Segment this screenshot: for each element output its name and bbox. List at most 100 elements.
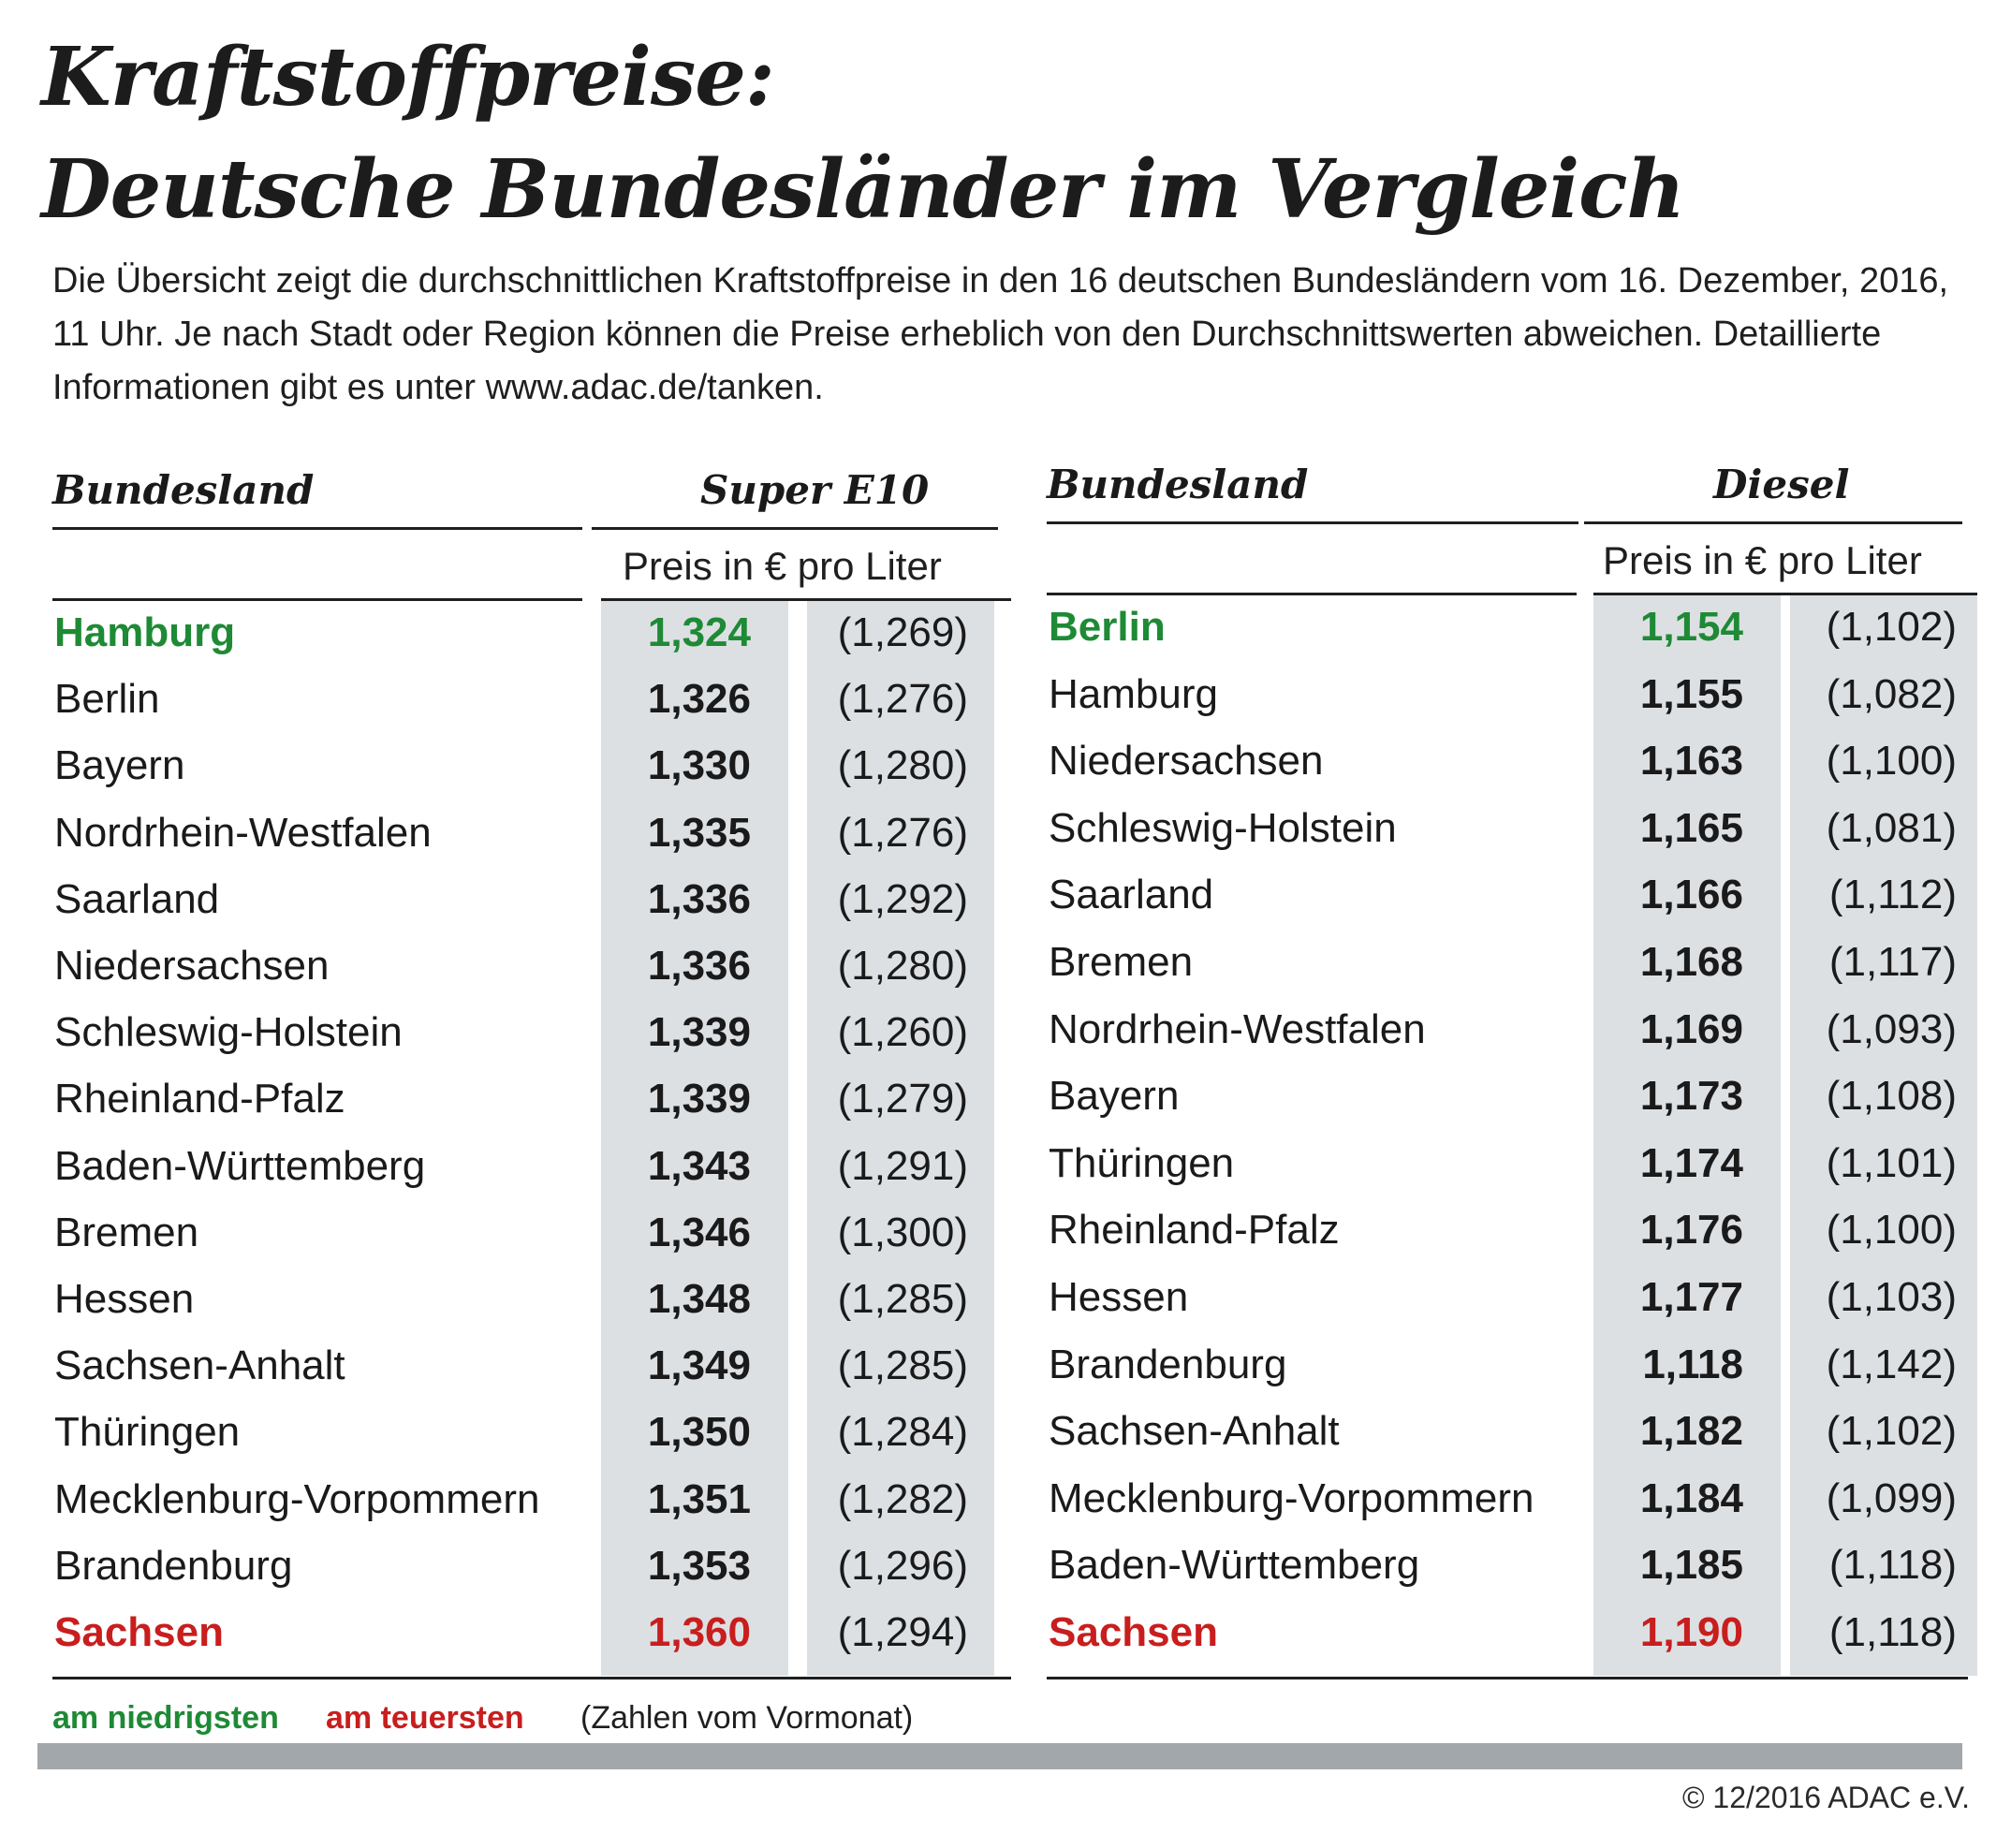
e10-bottom-rule bbox=[52, 1677, 1011, 1679]
e10-row-price: 1,326 bbox=[647, 676, 751, 723]
page-title-line-1: Kraftstoffpreise: bbox=[41, 30, 775, 125]
e10-row-price: 1,349 bbox=[647, 1342, 751, 1389]
legend-lowest: am niedrigsten bbox=[52, 1700, 279, 1736]
diesel-row-price: 1,177 bbox=[1639, 1274, 1743, 1320]
diesel-row-price: 1,165 bbox=[1639, 804, 1743, 851]
footer-bar bbox=[37, 1743, 1962, 1769]
diesel-row-price: 1,185 bbox=[1639, 1542, 1743, 1589]
diesel-row-state: Berlin bbox=[1049, 604, 1166, 650]
diesel-row-state: Rheinland-Pfalz bbox=[1049, 1207, 1340, 1254]
e10-row-previous: (1,269) bbox=[837, 609, 968, 655]
diesel-row-price: 1,184 bbox=[1639, 1474, 1743, 1521]
e10-row-previous: (1,279) bbox=[837, 1076, 968, 1122]
diesel-row-previous: (1,081) bbox=[1826, 804, 1957, 851]
e10-row-state: Mecklenburg-Vorpommern bbox=[54, 1475, 540, 1522]
e10-row-state: Schleswig-Holstein bbox=[54, 1009, 403, 1056]
diesel-row-price: 1,169 bbox=[1639, 1005, 1743, 1052]
e10-row-price: 1,343 bbox=[647, 1142, 751, 1189]
diesel-row-state: Brandenburg bbox=[1049, 1341, 1287, 1387]
e10-row-price: 1,339 bbox=[647, 1009, 751, 1056]
diesel-price-band bbox=[1593, 594, 1781, 1676]
diesel-unit-rule-state bbox=[1047, 593, 1577, 595]
diesel-row-state: Hessen bbox=[1049, 1274, 1189, 1320]
e10-price-band bbox=[601, 599, 788, 1676]
e10-row-price: 1,324 bbox=[647, 609, 751, 655]
diesel-row-state: Bayern bbox=[1049, 1073, 1180, 1120]
diesel-row-state: Niedersachsen bbox=[1049, 738, 1324, 785]
e10-row-price: 1,348 bbox=[647, 1276, 751, 1322]
e10-row-state: Brandenburg bbox=[54, 1542, 293, 1589]
diesel-row-state: Nordrhein-Westfalen bbox=[1049, 1005, 1426, 1052]
e10-row-state: Saarland bbox=[54, 875, 220, 922]
e10-row-state: Sachsen bbox=[54, 1609, 224, 1655]
e10-row-price: 1,346 bbox=[647, 1209, 751, 1255]
diesel-row-state: Schleswig-Holstein bbox=[1049, 804, 1397, 851]
e10-row-previous: (1,276) bbox=[837, 676, 968, 723]
diesel-row-state: Bremen bbox=[1049, 939, 1194, 985]
diesel-row-state: Sachsen-Anhalt bbox=[1049, 1408, 1340, 1455]
diesel-row-state: Mecklenburg-Vorpommern bbox=[1049, 1474, 1534, 1521]
e10-row-previous: (1,284) bbox=[837, 1409, 968, 1456]
diesel-bottom-rule bbox=[1047, 1677, 1968, 1679]
diesel-row-price: 1,118 bbox=[1642, 1341, 1743, 1387]
diesel-row-state: Hamburg bbox=[1049, 670, 1218, 717]
diesel-row-state: Baden-Württemberg bbox=[1049, 1542, 1420, 1589]
e10-row-state: Hamburg bbox=[54, 609, 236, 655]
diesel-row-price: 1,176 bbox=[1639, 1207, 1743, 1254]
e10-header-rule-fuel bbox=[592, 527, 998, 530]
e10-unit-rule-fuel bbox=[601, 598, 1011, 601]
legend-highest: am teuersten bbox=[326, 1700, 524, 1736]
e10-header-rule-state bbox=[52, 527, 582, 530]
diesel-row-price: 1,163 bbox=[1639, 738, 1743, 785]
e10-row-price: 1,350 bbox=[647, 1409, 751, 1456]
diesel-row-previous: (1,118) bbox=[1828, 1609, 1957, 1655]
diesel-row-previous: (1,101) bbox=[1826, 1139, 1957, 1186]
diesel-header-rule-fuel bbox=[1584, 521, 1962, 524]
e10-row-price: 1,335 bbox=[647, 809, 751, 856]
e10-row-state: Nordrhein-Westfalen bbox=[54, 809, 432, 856]
diesel-row-state: Sachsen bbox=[1049, 1609, 1218, 1655]
e10-row-state: Thüringen bbox=[54, 1409, 241, 1456]
copyright: © 12/2016 ADAC e.V. bbox=[1681, 1781, 1970, 1814]
e10-row-price: 1,336 bbox=[647, 943, 751, 989]
e10-row-previous: (1,280) bbox=[837, 943, 968, 989]
e10-row-previous: (1,296) bbox=[837, 1542, 968, 1589]
diesel-row-previous: (1,118) bbox=[1828, 1542, 1957, 1589]
diesel-row-previous: (1,102) bbox=[1826, 1408, 1957, 1455]
e10-row-previous: (1,294) bbox=[837, 1609, 968, 1655]
e10-row-previous: (1,260) bbox=[837, 1009, 968, 1056]
e10-row-price: 1,351 bbox=[647, 1475, 751, 1522]
e10-row-state: Hessen bbox=[54, 1276, 195, 1322]
diesel-row-previous: (1,100) bbox=[1826, 738, 1957, 785]
diesel-column-header-fuel: Diesel bbox=[1713, 462, 1850, 507]
page-title-line-2: Deutsche Bundesländer im Vergleich bbox=[41, 142, 1685, 237]
e10-row-price: 1,339 bbox=[647, 1076, 751, 1122]
diesel-column-header-state: Bundesland bbox=[1047, 462, 1309, 507]
e10-row-state: Bremen bbox=[54, 1209, 199, 1255]
diesel-row-price: 1,173 bbox=[1639, 1073, 1743, 1120]
diesel-row-price: 1,154 bbox=[1639, 604, 1743, 650]
diesel-row-previous: (1,100) bbox=[1826, 1207, 1957, 1254]
diesel-row-price: 1,155 bbox=[1639, 670, 1743, 717]
diesel-row-previous: (1,112) bbox=[1828, 872, 1957, 918]
diesel-row-state: Thüringen bbox=[1049, 1139, 1235, 1186]
e10-unit-rule-state bbox=[52, 598, 582, 601]
e10-row-previous: (1,280) bbox=[837, 742, 968, 789]
e10-row-previous: (1,300) bbox=[837, 1209, 968, 1255]
e10-column-header-fuel: Super E10 bbox=[700, 467, 930, 513]
diesel-row-previous: (1,103) bbox=[1826, 1274, 1957, 1320]
legend-note: (Zahlen vom Vormonat) bbox=[580, 1700, 914, 1736]
e10-row-state: Berlin bbox=[54, 676, 160, 723]
diesel-unit-rule-fuel bbox=[1593, 593, 1977, 595]
diesel-row-previous: (1,093) bbox=[1826, 1005, 1957, 1052]
diesel-row-previous: (1,108) bbox=[1826, 1073, 1957, 1120]
diesel-row-price: 1,174 bbox=[1639, 1139, 1743, 1186]
e10-column-header-state: Bundesland bbox=[52, 467, 315, 513]
e10-row-previous: (1,282) bbox=[837, 1475, 968, 1522]
e10-row-state: Niedersachsen bbox=[54, 943, 330, 989]
e10-row-state: Rheinland-Pfalz bbox=[54, 1076, 345, 1122]
e10-row-price: 1,353 bbox=[647, 1542, 751, 1589]
e10-previous-band bbox=[807, 599, 994, 1676]
e10-unit-label: Preis in € pro Liter bbox=[623, 544, 942, 588]
diesel-row-previous: (1,117) bbox=[1828, 939, 1957, 985]
